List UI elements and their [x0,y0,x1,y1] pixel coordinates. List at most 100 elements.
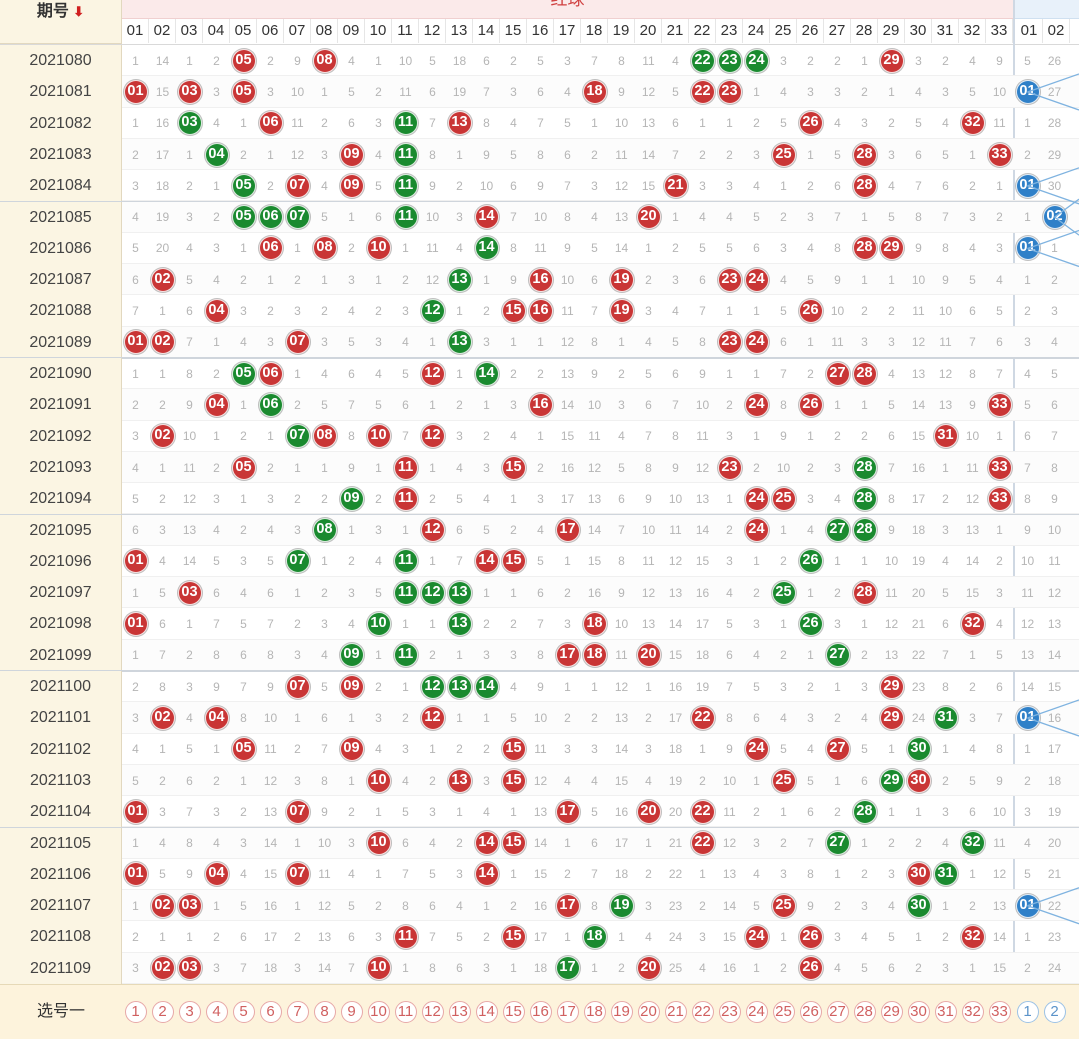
select-red-16[interactable]: 16 [529,1000,552,1023]
period-cell[interactable]: 2021099 [0,639,122,671]
red-column-header-04[interactable]: 04 [203,19,230,43]
select-red-9[interactable]: 9 [340,1000,363,1023]
period-cell[interactable]: 2021100 [0,671,122,703]
select-red-29[interactable]: 29 [880,1000,903,1023]
select-red-15[interactable]: 15 [502,1000,525,1023]
select-red-21[interactable]: 21 [664,1000,687,1023]
sort-down-arrow-icon[interactable]: ⬇ [73,4,85,19]
select-red-32[interactable]: 32 [961,1000,984,1023]
period-cell[interactable]: 2021102 [0,733,122,765]
period-cell[interactable]: 2021091 [0,389,122,421]
period-cell[interactable]: 2021092 [0,420,122,452]
select-red-5[interactable]: 5 [232,1000,255,1023]
red-column-header-29[interactable]: 29 [878,19,905,43]
period-cell[interactable]: 2021081 [0,76,122,108]
period-cell[interactable]: 2021087 [0,264,122,296]
red-column-header-23[interactable]: 23 [716,19,743,43]
period-cell[interactable]: 2021090 [0,358,122,390]
select-red-3[interactable]: 3 [178,1000,201,1023]
red-column-header-25[interactable]: 25 [770,19,797,43]
select-red-20[interactable]: 20 [637,1000,660,1023]
select-red-27[interactable]: 27 [826,1000,849,1023]
red-column-header-20[interactable]: 20 [635,19,662,43]
period-cell[interactable]: 2021097 [0,577,122,609]
period-cell[interactable]: 2021109 [0,952,122,984]
select-red-14[interactable]: 14 [475,1000,498,1023]
red-column-header-32[interactable]: 32 [959,19,986,43]
period-cell[interactable]: 2021107 [0,890,122,922]
red-column-header-24[interactable]: 24 [743,19,770,43]
red-column-header-03[interactable]: 03 [176,19,203,43]
period-cell[interactable]: 2021098 [0,608,122,640]
red-column-header-16[interactable]: 16 [527,19,554,43]
blue-column-header-01[interactable]: 01 [1016,19,1043,43]
select-red-28[interactable]: 28 [853,1000,876,1023]
select-red-8[interactable]: 8 [313,1000,336,1023]
red-column-header-12[interactable]: 12 [419,19,446,43]
select-red-22[interactable]: 22 [691,1000,714,1023]
period-cell[interactable]: 2021096 [0,545,122,578]
red-column-header-33[interactable]: 33 [986,19,1013,43]
select-red-18[interactable]: 18 [583,1000,606,1023]
red-column-header-08[interactable]: 08 [311,19,338,43]
red-column-header-22[interactable]: 22 [689,19,716,43]
period-cell[interactable]: 2021095 [0,514,122,546]
period-header[interactable]: 期号 ⬇ [0,0,122,44]
period-cell[interactable]: 2021104 [0,796,122,828]
select-red-6[interactable]: 6 [259,1000,282,1023]
select-red-31[interactable]: 31 [934,1000,957,1023]
red-column-header-05[interactable]: 05 [230,19,257,43]
select-red-24[interactable]: 24 [745,1000,768,1023]
period-cell[interactable]: 2021106 [0,858,122,891]
period-cell[interactable]: 2021108 [0,921,122,953]
red-column-header-06[interactable]: 06 [257,19,284,43]
select-red-7[interactable]: 7 [286,1000,309,1023]
red-column-header-17[interactable]: 17 [554,19,581,43]
red-column-header-10[interactable]: 10 [365,19,392,43]
select-blue-1[interactable]: 1 [1016,1000,1039,1023]
select-red-23[interactable]: 23 [718,1000,741,1023]
select-red-33[interactable]: 33 [988,1000,1011,1023]
red-column-header-19[interactable]: 19 [608,19,635,43]
select-red-12[interactable]: 12 [421,1000,444,1023]
red-column-header-02[interactable]: 02 [149,19,176,43]
period-cell[interactable]: 2021105 [0,827,122,859]
select-red-4[interactable]: 4 [205,1000,228,1023]
blue-column-header-02[interactable]: 02 [1043,19,1070,43]
red-column-header-26[interactable]: 26 [797,19,824,43]
select-red-25[interactable]: 25 [772,1000,795,1023]
red-column-header-28[interactable]: 28 [851,19,878,43]
period-cell[interactable]: 2021101 [0,702,122,734]
select-red-13[interactable]: 13 [448,1000,471,1023]
period-cell[interactable]: 2021085 [0,201,122,233]
select-blue-2[interactable]: 2 [1043,1000,1066,1023]
period-cell[interactable]: 2021082 [0,107,122,139]
period-cell[interactable]: 2021080 [0,45,122,77]
select-red-17[interactable]: 17 [556,1000,579,1023]
red-column-header-11[interactable]: 11 [392,19,419,43]
period-cell[interactable]: 2021093 [0,451,122,484]
red-column-header-09[interactable]: 09 [338,19,365,43]
red-column-header-14[interactable]: 14 [473,19,500,43]
select-red-10[interactable]: 10 [367,1000,390,1023]
select-red-1[interactable]: 1 [124,1000,147,1023]
select-red-19[interactable]: 19 [610,1000,633,1023]
period-cell[interactable]: 2021103 [0,764,122,797]
red-column-header-21[interactable]: 21 [662,19,689,43]
period-cell[interactable]: 2021083 [0,138,122,171]
red-column-header-13[interactable]: 13 [446,19,473,43]
select-red-26[interactable]: 26 [799,1000,822,1023]
red-column-header-15[interactable]: 15 [500,19,527,43]
red-column-header-07[interactable]: 07 [284,19,311,43]
red-column-header-31[interactable]: 31 [932,19,959,43]
select-red-2[interactable]: 2 [151,1000,174,1023]
period-cell[interactable]: 2021084 [0,170,122,202]
red-column-header-18[interactable]: 18 [581,19,608,43]
period-cell[interactable]: 2021086 [0,232,122,265]
red-column-header-01[interactable]: 01 [122,19,149,43]
select-red-11[interactable]: 11 [394,1000,417,1023]
red-column-header-27[interactable]: 27 [824,19,851,43]
red-column-header-30[interactable]: 30 [905,19,932,43]
period-cell[interactable]: 2021094 [0,483,122,515]
period-cell[interactable]: 2021089 [0,326,122,358]
